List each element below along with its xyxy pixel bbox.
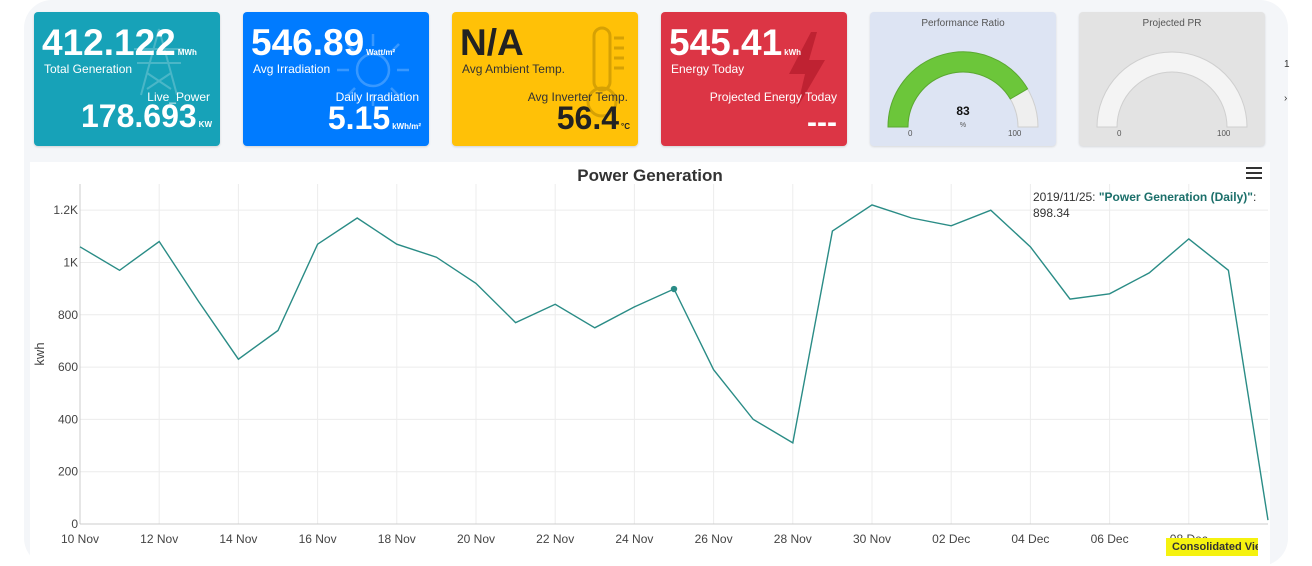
energy-today-label: Energy Today [671, 62, 745, 76]
avg-irradiation-unit: Watt/m² [366, 48, 396, 57]
performance-ratio-gauge [887, 51, 1039, 128]
projected-pr-card[interactable]: Projected PR 0 100 [1079, 12, 1265, 146]
total-generation-label: Total Generation [44, 62, 133, 76]
tooltip-value: : 898.34 [1033, 190, 1257, 220]
highlighted-data-point [670, 285, 678, 293]
hamburger-menu-icon[interactable] [1246, 167, 1262, 181]
live-power-label: Live_Power [147, 90, 210, 104]
x-tick-label: 04 Dec [1011, 532, 1049, 546]
daily-irradiation-value: 5.15 [327, 100, 391, 136]
power-tower-icon [134, 28, 184, 96]
inverter-temp-value: 56.4 [556, 100, 620, 136]
avg-irradiation-value: 546.89 [251, 22, 365, 63]
energy-today-card[interactable]: 545.41 kWh Energy Today Projected Energy … [661, 12, 847, 146]
y-axis-label: kwh [32, 342, 47, 365]
live-power-unit: KW [198, 120, 212, 129]
right-edge-glyphs: 1 › [1284, 59, 1290, 104]
power-generation-chart[interactable]: 10 Nov 12 Nov 14 Nov 16 Nov 18 Nov 20 Nov 22 N… [30, 162, 1270, 566]
y-tick-label: 600 [58, 360, 78, 374]
x-tick-label: 14 Nov [219, 532, 257, 546]
energy-today-value: 545.41 [669, 22, 783, 63]
x-tick-label: 30 Nov [853, 532, 891, 546]
x-tick-label: 16 Nov [299, 532, 337, 546]
y-tick-label: 0 [71, 517, 78, 531]
thermometer-icon [586, 26, 624, 118]
performance-ratio-value: 83 [956, 104, 970, 118]
energy-today-unit: kWh [784, 48, 802, 57]
chart-title: Power Generation [577, 166, 723, 185]
consolidated-view-badge[interactable]: Consolidated View [1166, 538, 1258, 556]
x-tick-label: 20 Nov [457, 532, 495, 546]
y-tick-label: 400 [58, 412, 78, 426]
avg-irradiation-label: Avg Irradiation [253, 62, 331, 76]
x-tick-label: 26 Nov [695, 532, 733, 546]
performance-ratio-card[interactable]: Performance Ratio 83 % 0 100 [870, 12, 1056, 146]
y-tick-label: 1K [63, 255, 78, 269]
inverter-temp-label: Avg Inverter Temp. [527, 90, 628, 104]
x-tick-label: 06 Dec [1091, 532, 1129, 546]
projected-energy-label: Projected Energy Today [709, 90, 837, 104]
performance-ratio-title: Performance Ratio [921, 18, 1005, 29]
daily-irradiation-unit: kWh/m² [392, 122, 421, 131]
tooltip-date: 2019/11/25: [1033, 190, 1096, 204]
ambient-temp-value: N/A [460, 22, 524, 63]
projected-energy-value: --- [807, 106, 837, 139]
y-tick-label: 200 [58, 465, 78, 479]
avg-irradiation-card[interactable]: 546.89 Watt/m² Avg Irradiation Daily Irra… [243, 12, 429, 146]
projected-pr-title: Projected PR [1142, 18, 1202, 29]
total-generation-value: 412.122 [42, 22, 176, 63]
total-generation-card[interactable]: 412.122 MWh Total Generation Live_Power 1… [34, 12, 220, 146]
projected-pr-max: 100 [1217, 129, 1231, 138]
tooltip-series: "Power Generation (Daily)" [1098, 190, 1253, 204]
performance-ratio-fill [887, 51, 1029, 128]
power-generation-line [79, 204, 1269, 521]
projected-pr-min: 0 [1117, 129, 1122, 138]
performance-ratio-unit: % [959, 122, 967, 129]
inverter-temp-unit: °C [621, 122, 630, 131]
x-tick-label: 18 Nov [378, 532, 416, 546]
lightning-bolt-icon [789, 32, 825, 108]
sun-icon [337, 34, 409, 106]
daily-irradiation-label: Daily Irradiation [335, 90, 419, 104]
x-tick-label: 28 Nov [774, 532, 812, 546]
y-tick-label: 800 [58, 308, 78, 322]
chart-tooltip: 2019/11/25: "Power Generation (Daily)": … [1033, 189, 1270, 221]
x-tick-label: 12 Nov [140, 532, 178, 546]
projected-pr-gauge [1096, 51, 1248, 128]
ambient-temp-card[interactable]: N/A Avg Ambient Temp. Avg Inverter Temp.… [452, 12, 638, 146]
ambient-temp-label: Avg Ambient Temp. [462, 62, 565, 76]
power-generation-chart-card: Power Generation 10 Nov 12 Nov 14 Nov 16 No… [30, 162, 1270, 566]
x-tick-label: 10 Nov [61, 532, 99, 546]
total-generation-unit: MWh [177, 48, 197, 57]
y-tick-label: 1.2K [53, 203, 78, 217]
performance-ratio-max: 100 [1008, 129, 1022, 138]
x-tick-label: 02 Dec [932, 532, 970, 546]
performance-ratio-min: 0 [908, 129, 913, 138]
x-tick-label: 24 Nov [615, 532, 653, 546]
x-tick-label: 22 Nov [536, 532, 574, 546]
live-power-value: 178.693 [81, 98, 197, 134]
